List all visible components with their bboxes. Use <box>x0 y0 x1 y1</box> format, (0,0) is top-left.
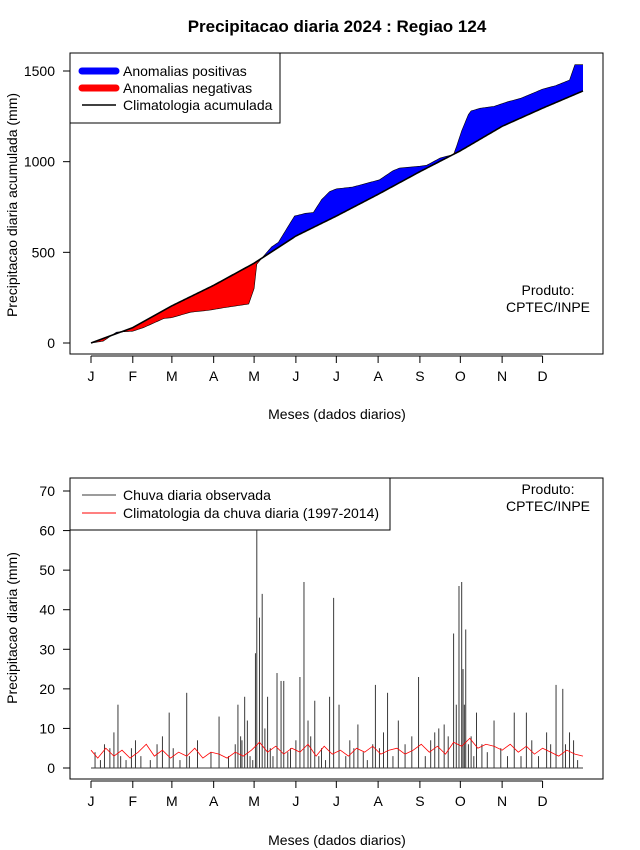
top-x-tick-label: F <box>129 368 138 384</box>
top-x-tick-label: J <box>333 368 340 384</box>
top-x-tick-label: J <box>292 368 299 384</box>
legend-top: Anomalias positivas Anomalias negativas … <box>69 52 281 124</box>
bottom-y-tick-label: 40 <box>39 602 55 618</box>
credit-line-2-bottom: CPTEC/INPE <box>506 498 590 514</box>
top-x-tick-label: M <box>248 368 260 384</box>
top-x-tick-label: N <box>497 368 507 384</box>
positive-anomaly-area <box>454 64 583 154</box>
top-x-tick-label: J <box>88 368 95 384</box>
bottom-x-tick-label: A <box>373 793 383 809</box>
bottom-x-tick-label: N <box>497 793 507 809</box>
bottom-y-tick-label: 50 <box>39 562 55 578</box>
bottom-y-tick-label: 70 <box>39 483 55 499</box>
legend-label-positive: Anomalias positivas <box>123 63 247 79</box>
credit-line-1-bottom: Produto: <box>522 481 575 497</box>
top-x-tick-label: M <box>166 368 178 384</box>
top-x-tick-label: D <box>537 368 547 384</box>
bottom-x-tick-label: J <box>333 793 340 809</box>
observed-daily-bars <box>91 530 583 769</box>
bottom-y-tick-label: 10 <box>39 720 55 736</box>
top-x-tick-label: A <box>209 368 219 384</box>
legend-label-observed: Chuva diaria observada <box>123 487 271 503</box>
bottom-x-tick-label: M <box>248 793 260 809</box>
top-x-tick-label: S <box>415 368 424 384</box>
y-axis-bottom: 0 10 20 30 40 50 60 70 <box>39 483 71 776</box>
negative-anomaly-area <box>122 257 263 332</box>
legend-box-bottom <box>69 477 391 531</box>
top-y-tick-label: 0 <box>47 335 55 351</box>
y-axis-label-top: Precipitacao diaria acumulada (mm) <box>4 93 20 317</box>
bottom-x-tick-label: J <box>88 793 95 809</box>
climatology-accumulated-line <box>90 90 584 344</box>
top-y-tick-label: 500 <box>32 244 56 260</box>
legend-bottom: Chuva diaria observada Climatologia da c… <box>69 477 391 531</box>
daily-climatology-line <box>90 737 584 759</box>
y-axis-top: 0 500 1000 1500 <box>24 63 71 351</box>
legend-label-climatology: Climatologia acumulada <box>123 97 273 113</box>
x-axis-label-top: Meses (dados diarios) <box>268 406 406 422</box>
y-axis-label-bottom: Precipitacao diaria (mm) <box>4 552 20 704</box>
daily-panel: 0 10 20 30 40 50 60 70 J F M A M J J A S O N D Meses (dado… <box>4 477 604 848</box>
bottom-x-tick-label: F <box>129 793 138 809</box>
bottom-x-tick-label: S <box>415 793 424 809</box>
top-y-tick-label: 1000 <box>24 154 55 170</box>
bottom-x-tick-label: M <box>166 793 178 809</box>
x-axis-label-bottom: Meses (dados diarios) <box>268 832 406 848</box>
legend-label-negative: Anomalias negativas <box>123 80 252 96</box>
bottom-x-tick-label: D <box>537 793 547 809</box>
bottom-y-tick-label: 0 <box>47 760 55 776</box>
top-x-tick-label: A <box>373 368 383 384</box>
bottom-x-tick-label: J <box>292 793 299 809</box>
top-x-tick-label: O <box>455 368 466 384</box>
credit-line-2-top: CPTEC/INPE <box>506 299 590 315</box>
bottom-y-tick-label: 60 <box>39 523 55 539</box>
bottom-y-tick-label: 20 <box>39 681 55 697</box>
accumulated-panel: 0 500 1000 1500 J F M A M J J A S O N D Meses (dados d… <box>4 52 604 422</box>
credit-line-1-top: Produto: <box>522 282 575 298</box>
top-y-tick-label: 1500 <box>24 63 55 79</box>
bottom-x-tick-label: O <box>455 793 466 809</box>
bottom-y-tick-label: 30 <box>39 641 55 657</box>
observed-accumulated-line <box>90 64 583 344</box>
legend-label-daily-climatology: Climatologia da chuva diaria (1997-2014) <box>123 505 379 521</box>
bottom-x-tick-label: A <box>209 793 219 809</box>
chart-title: Precipitacao diaria 2024 : Regiao 124 <box>188 17 487 36</box>
